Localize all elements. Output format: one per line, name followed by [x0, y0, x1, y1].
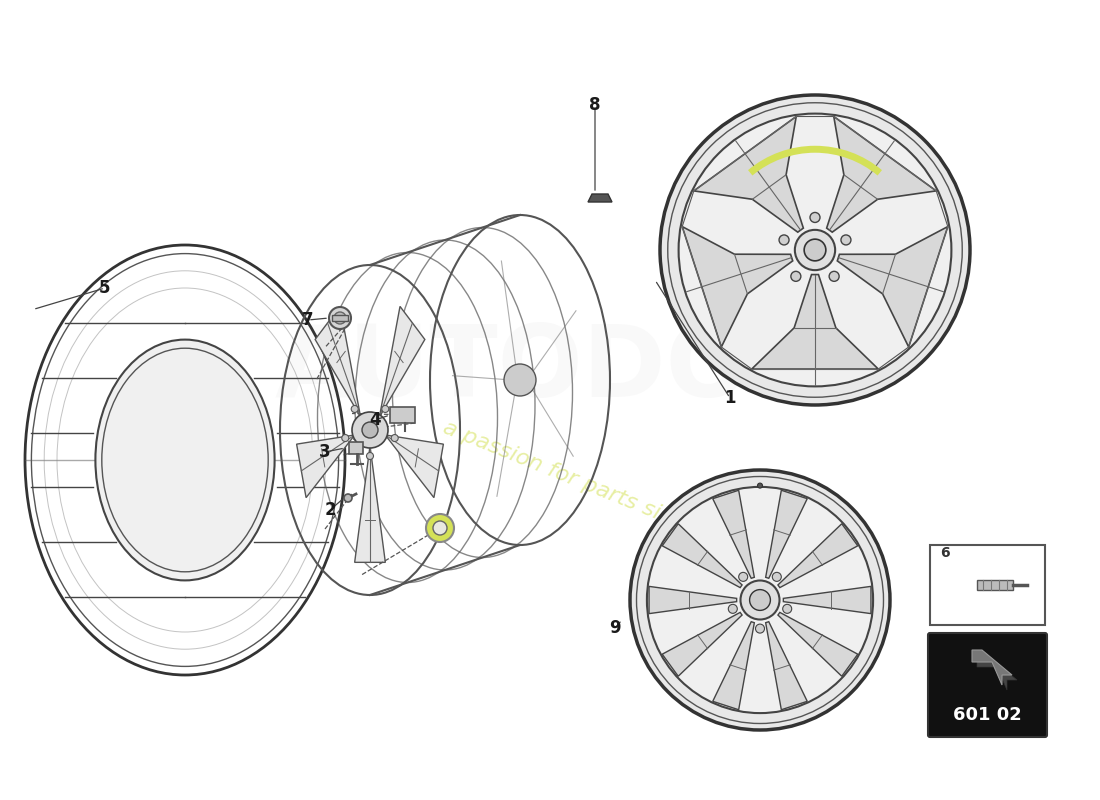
- Polygon shape: [649, 586, 737, 614]
- Polygon shape: [588, 194, 612, 202]
- Text: 6: 6: [940, 546, 949, 560]
- Polygon shape: [662, 524, 742, 587]
- Text: 8: 8: [590, 96, 601, 114]
- Text: 4: 4: [370, 411, 381, 429]
- Circle shape: [329, 307, 351, 329]
- Bar: [930, 545, 1045, 625]
- Polygon shape: [316, 306, 361, 417]
- Circle shape: [739, 572, 748, 582]
- Circle shape: [504, 364, 536, 396]
- Polygon shape: [778, 613, 858, 676]
- Circle shape: [342, 434, 349, 442]
- Polygon shape: [826, 117, 936, 232]
- Text: 1: 1: [724, 389, 736, 407]
- Circle shape: [804, 239, 826, 261]
- Circle shape: [842, 235, 851, 245]
- Circle shape: [630, 470, 890, 730]
- Bar: [390, 407, 415, 423]
- Text: 3: 3: [319, 443, 331, 461]
- Circle shape: [679, 114, 952, 386]
- Circle shape: [362, 422, 378, 438]
- Circle shape: [433, 521, 447, 535]
- Polygon shape: [778, 524, 858, 587]
- Text: 9: 9: [609, 619, 620, 637]
- Circle shape: [749, 590, 770, 610]
- Polygon shape: [972, 650, 1012, 685]
- Bar: [332, 315, 348, 321]
- Circle shape: [783, 604, 792, 614]
- Circle shape: [392, 434, 398, 442]
- Polygon shape: [766, 622, 807, 710]
- Circle shape: [344, 494, 352, 502]
- Text: 601 02: 601 02: [953, 706, 1022, 724]
- Polygon shape: [713, 490, 755, 578]
- Circle shape: [728, 604, 737, 614]
- Circle shape: [810, 213, 820, 222]
- Polygon shape: [783, 586, 871, 614]
- Circle shape: [334, 312, 346, 324]
- Polygon shape: [682, 226, 793, 347]
- Circle shape: [779, 235, 789, 245]
- Polygon shape: [977, 655, 1018, 690]
- Polygon shape: [837, 226, 948, 347]
- Circle shape: [382, 406, 388, 413]
- FancyBboxPatch shape: [928, 633, 1047, 737]
- Polygon shape: [694, 117, 803, 232]
- Circle shape: [756, 624, 764, 633]
- Polygon shape: [385, 435, 443, 498]
- Bar: [349, 442, 363, 454]
- Circle shape: [740, 581, 780, 619]
- Bar: [977, 580, 1013, 590]
- Circle shape: [795, 230, 835, 270]
- Text: AUTODOC: AUTODOC: [275, 322, 825, 418]
- Polygon shape: [766, 490, 807, 578]
- Circle shape: [791, 271, 801, 282]
- Circle shape: [758, 483, 762, 488]
- Circle shape: [772, 572, 781, 582]
- Circle shape: [647, 487, 873, 713]
- Circle shape: [351, 406, 359, 413]
- Circle shape: [426, 514, 454, 542]
- Ellipse shape: [96, 339, 275, 581]
- Text: 7: 7: [302, 311, 313, 329]
- Circle shape: [660, 95, 970, 405]
- Circle shape: [366, 453, 374, 459]
- Text: a passion for parts since 1985: a passion for parts since 1985: [440, 418, 760, 562]
- Polygon shape: [713, 622, 755, 710]
- Polygon shape: [662, 613, 742, 676]
- Polygon shape: [297, 435, 355, 498]
- Text: 5: 5: [99, 279, 111, 297]
- Polygon shape: [354, 446, 385, 562]
- Circle shape: [829, 271, 839, 282]
- Polygon shape: [751, 274, 878, 369]
- Text: 2: 2: [324, 501, 336, 519]
- Circle shape: [352, 412, 388, 448]
- Polygon shape: [379, 306, 425, 417]
